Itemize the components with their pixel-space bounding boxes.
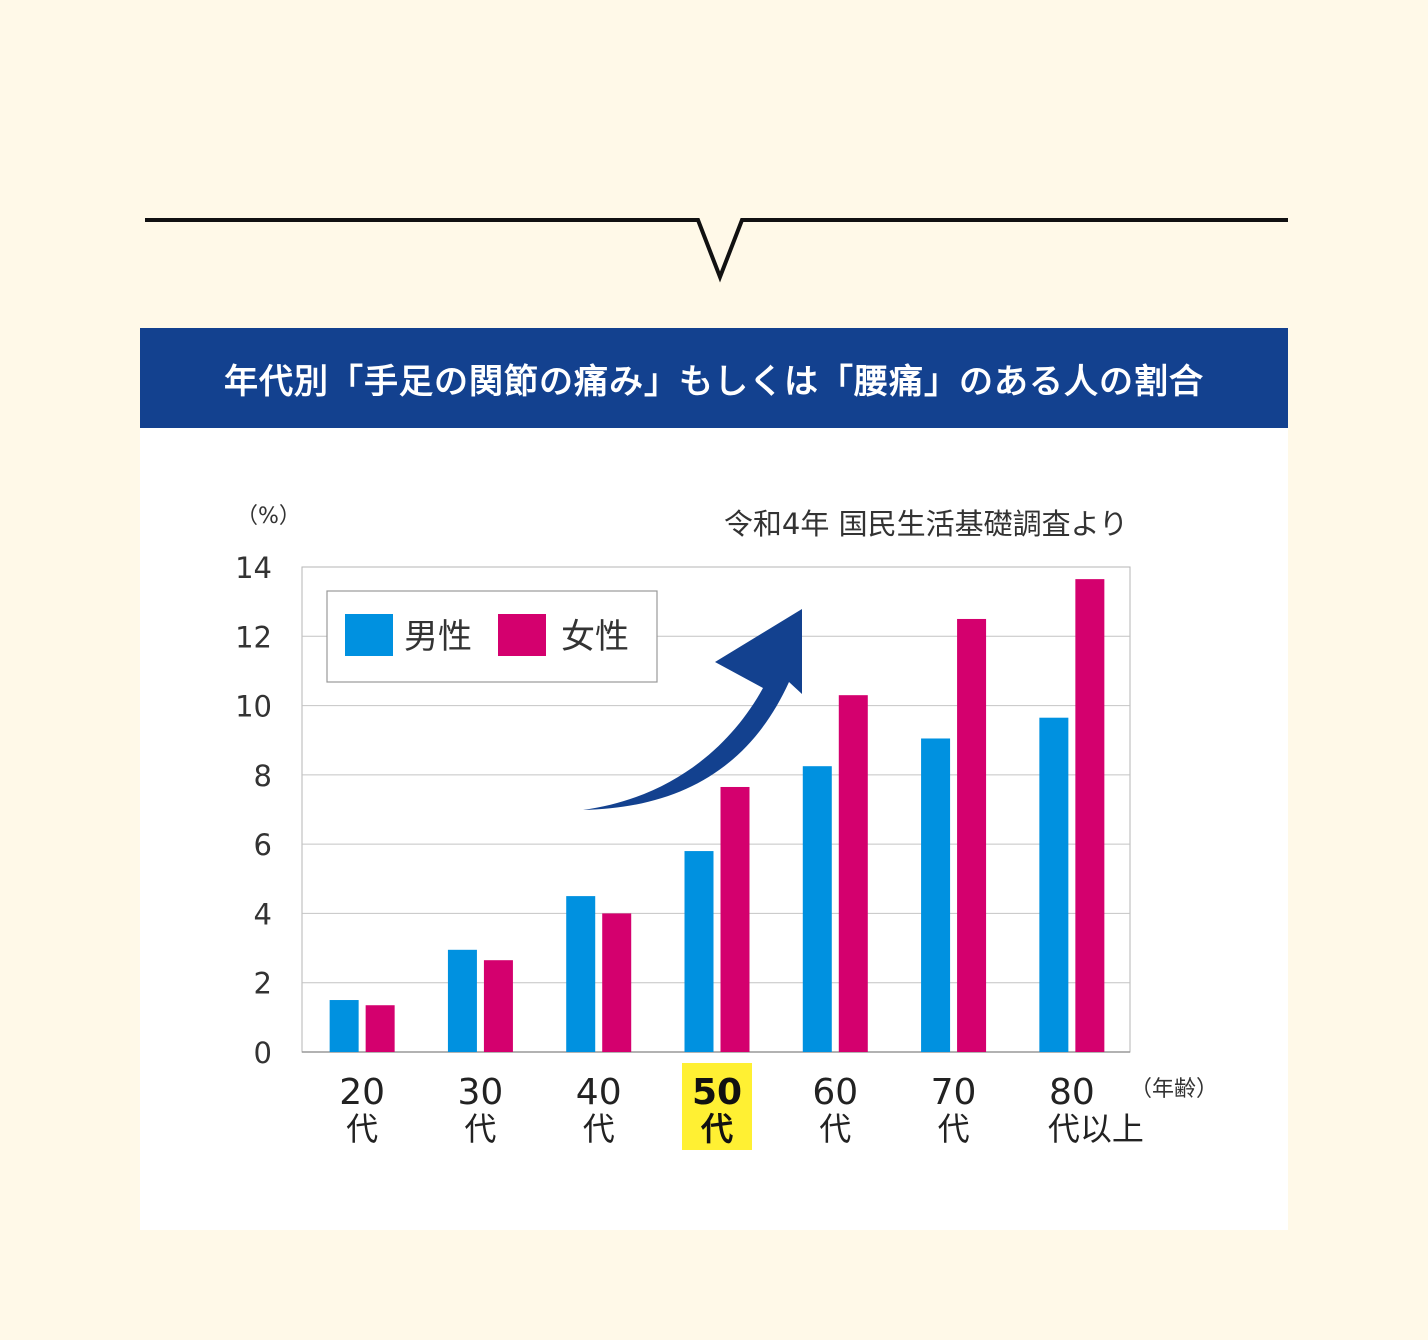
trend-arrow-icon xyxy=(583,609,802,810)
y-tick-label: 4 xyxy=(254,897,272,931)
legend-label-male: 男性 xyxy=(404,617,472,657)
bar-female-40 xyxy=(602,913,632,1052)
chart-card: 年代別「手足の関節の痛み」もしくは「腰痛」のある人の割合 0 2 4 6 8 10 12 14… xyxy=(140,328,1288,1230)
x-axis-label: （年齢） xyxy=(1130,1077,1218,1102)
x-tick-number: 50 xyxy=(692,1072,742,1113)
speech-divider xyxy=(145,218,1288,283)
title-bar: 年代別「手足の関節の痛み」もしくは「腰痛」のある人の割合 xyxy=(140,328,1288,428)
x-tick-suffix: 代 xyxy=(819,1110,851,1148)
bar-male-20 xyxy=(329,1000,359,1052)
y-tick-label: 12 xyxy=(235,620,272,654)
bar-male-40 xyxy=(566,896,596,1052)
legend-swatch-female xyxy=(498,614,546,656)
bar-male-30 xyxy=(447,949,477,1052)
x-tick-suffix: 代以上 xyxy=(1048,1110,1144,1148)
y-tick-label: 14 xyxy=(235,551,272,585)
x-tick-number: 40 xyxy=(576,1072,622,1113)
x-tick-number: 20 xyxy=(339,1072,385,1113)
bar-female-50 xyxy=(720,786,750,1052)
bar-female-20 xyxy=(365,1005,395,1052)
bar-female-30 xyxy=(483,960,513,1052)
y-tick-label: 8 xyxy=(254,759,272,793)
x-tick-number: 70 xyxy=(931,1072,977,1113)
bar-female-60 xyxy=(838,695,868,1052)
bar-male-50 xyxy=(684,851,714,1052)
x-tick-number: 60 xyxy=(812,1072,858,1113)
x-tick-number: 80 xyxy=(1049,1072,1095,1113)
y-tick-label: 10 xyxy=(235,690,272,724)
x-tick-suffix: 代 xyxy=(583,1110,615,1148)
y-tick-label: 0 xyxy=(254,1036,272,1070)
x-tick-suffix: 代 xyxy=(346,1110,378,1148)
bar-female-70 xyxy=(957,618,987,1052)
bar-male-80 xyxy=(1039,717,1069,1052)
highlight-box xyxy=(682,1063,752,1150)
x-tick-number: 30 xyxy=(458,1072,504,1113)
legend-swatch-male xyxy=(345,614,393,656)
legend-label-female: 女性 xyxy=(561,617,629,657)
x-tick-suffix: 代 xyxy=(700,1110,733,1148)
y-axis-label: （%） xyxy=(236,504,301,529)
bar-female-80 xyxy=(1075,579,1105,1052)
y-tick-label: 6 xyxy=(254,828,272,862)
bar-male-60 xyxy=(802,766,832,1052)
chart-title: 年代別「手足の関節の痛み」もしくは「腰痛」のある人の割合 xyxy=(224,361,1204,402)
bar-male-70 xyxy=(921,738,951,1052)
x-tick-suffix: 代 xyxy=(464,1110,496,1148)
source-note: 令和4年 国民生活基礎調査より xyxy=(724,507,1128,541)
x-tick-suffix: 代 xyxy=(938,1110,970,1148)
y-tick-label: 2 xyxy=(254,967,272,1001)
